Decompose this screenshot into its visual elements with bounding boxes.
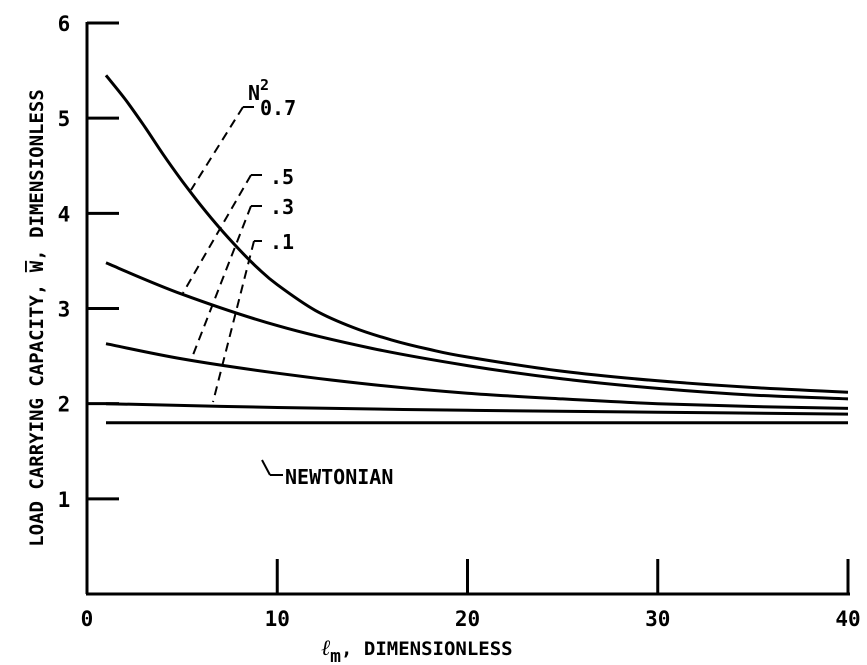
y-tick-label: 3 [58, 298, 71, 322]
leader-dashed [182, 174, 252, 294]
x-axis-title: ℓm, DIMENSIONLESS [321, 636, 513, 665]
y-tick-label: 2 [58, 393, 71, 417]
y-tick-label: 5 [58, 107, 71, 131]
series-label: 0.7 [260, 96, 296, 120]
legend-title: N2 [248, 76, 269, 105]
leader-dashed [190, 106, 244, 191]
x-tick-label: 10 [265, 607, 290, 631]
leader-dashed [192, 205, 252, 356]
annotations: N2 0.7 .5 .3 .1 NEWTONIAN [248, 76, 393, 489]
x-axis-title-subscript: m [330, 646, 341, 665]
series-line-0-7 [104, 74, 849, 394]
tick-labels: 1 2 3 4 5 6 0 10 20 30 40 [58, 12, 861, 631]
leader-lines [182, 106, 283, 476]
y-tick-label: 1 [58, 488, 71, 512]
y-axis-title-before: LOAD CARRYING CAPACITY, [26, 272, 48, 547]
y-axis-title-after: , DIMENSIONLESS [26, 89, 48, 261]
leader-dashed [212, 240, 255, 403]
series-lines [104, 74, 849, 425]
x-axis-title-rest: , DIMENSIONLESS [341, 638, 513, 660]
x-tick-label: 20 [455, 607, 480, 631]
x-tick-label: 0 [81, 607, 94, 631]
series-line-5 [105, 261, 849, 401]
x-axis-title-symbol: ℓ [321, 636, 331, 661]
series-line-3 [105, 342, 849, 410]
series-label: .3 [270, 195, 294, 219]
y-axis-title-symbol: W [26, 260, 48, 272]
series-label: NEWTONIAN [285, 465, 393, 489]
x-tick-label: 40 [835, 607, 860, 631]
y-tick-label: 6 [58, 12, 71, 36]
x-tick-label: 30 [645, 607, 670, 631]
series-line-1 [105, 402, 849, 416]
series-label: .5 [270, 165, 294, 189]
legend-title-base: N [248, 81, 260, 105]
axes [85, 22, 850, 596]
y-axis-title: LOAD CARRYING CAPACITY, W, DIMENSIONLESS [26, 89, 48, 547]
y-tick-label: 4 [58, 202, 71, 226]
legend-title-superscript: 2 [260, 76, 269, 94]
leader-solid [261, 459, 271, 476]
ticks [87, 21, 850, 594]
series-label: .1 [270, 230, 294, 254]
